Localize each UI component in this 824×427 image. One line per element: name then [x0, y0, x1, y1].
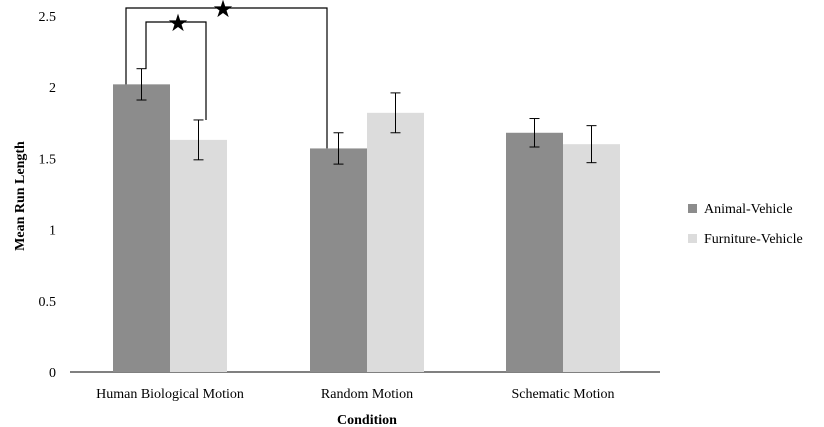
significance-star: ★ [212, 0, 234, 23]
error-bar [390, 92, 401, 134]
y-axis-title: Mean Run Length [13, 141, 28, 251]
legend-label: Furniture-Vehicle [704, 232, 803, 247]
error-bar [193, 119, 204, 161]
x-tick-label: Schematic Motion [511, 387, 614, 402]
bar-furniture-vehicle [367, 112, 424, 372]
significance-bracket-outer [125, 7, 328, 149]
legend: Animal-Vehicle Furniture-Vehicle [688, 202, 803, 247]
x-tick-label: Random Motion [321, 387, 413, 402]
legend-label: Animal-Vehicle [704, 202, 793, 217]
bar-furniture-vehicle [563, 144, 620, 372]
bar-animal-vehicle [113, 84, 170, 373]
y-tick-label: 1 [49, 224, 56, 239]
error-bar [333, 132, 344, 165]
significance-brackets: ★ ★ [125, 0, 328, 149]
bar-animal-vehicle [506, 132, 563, 372]
bar-animal-vehicle [310, 148, 367, 372]
y-tick-label: 1.5 [39, 152, 57, 167]
error-bar [529, 118, 540, 148]
legend-swatch [688, 234, 697, 243]
y-tick-label: 0.5 [39, 295, 57, 310]
significance-bracket-inner [145, 21, 207, 120]
x-axis-category-labels: Human Biological Motion Random Motion Sche… [96, 387, 614, 402]
x-axis-title: Condition [337, 413, 397, 427]
legend-swatch [688, 204, 697, 213]
y-axis-ticks: 0 0.5 1 1.5 2 2.5 [39, 10, 57, 381]
y-tick-label: 2 [49, 81, 56, 96]
y-tick-label: 0 [49, 366, 56, 381]
significance-star: ★ [167, 9, 189, 37]
bar-furniture-vehicle [170, 139, 227, 372]
error-bar [586, 125, 597, 164]
x-tick-label: Human Biological Motion [96, 387, 244, 402]
error-bar [136, 68, 147, 101]
y-tick-label: 2.5 [39, 10, 57, 25]
error-bars [136, 68, 597, 165]
bars [113, 84, 620, 373]
